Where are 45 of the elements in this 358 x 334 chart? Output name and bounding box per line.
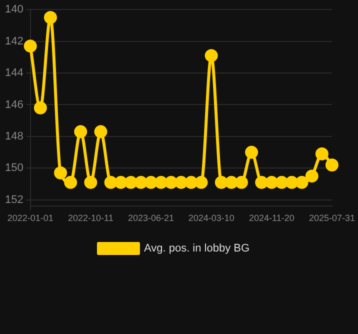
point xyxy=(144,176,158,189)
point xyxy=(164,176,178,189)
y-tick-label: 142 xyxy=(4,35,24,48)
point xyxy=(275,176,288,189)
point xyxy=(124,176,138,189)
y-tick-label: 148 xyxy=(4,130,24,142)
point xyxy=(295,176,308,189)
y-tick-label: 150 xyxy=(4,162,24,174)
point xyxy=(134,176,148,189)
point xyxy=(315,147,328,160)
point xyxy=(74,125,88,138)
point xyxy=(214,176,228,189)
point xyxy=(44,11,57,24)
x-tick-label: 2025-07-31 xyxy=(308,213,356,224)
legend-label: Avg. pos. in lobby BG xyxy=(144,242,250,255)
point xyxy=(265,176,278,189)
point xyxy=(114,176,128,189)
point xyxy=(204,49,218,62)
point xyxy=(104,176,118,189)
x-tick-label: 2022-01-01 xyxy=(7,213,54,224)
point xyxy=(285,176,298,189)
point xyxy=(325,158,338,172)
x-tick-label: 2024-11-20 xyxy=(248,213,294,224)
point xyxy=(174,176,188,189)
point xyxy=(24,40,37,53)
point xyxy=(64,176,78,189)
y-tick-label: 152 xyxy=(4,194,24,206)
point xyxy=(84,176,98,189)
y-tick-label: 140 xyxy=(4,4,24,16)
point xyxy=(234,176,248,189)
point xyxy=(154,176,168,189)
point xyxy=(94,125,108,138)
point xyxy=(245,146,258,159)
point xyxy=(34,101,47,114)
point xyxy=(224,176,238,189)
y-tick-label: 144 xyxy=(4,67,24,80)
x-tick-label: 2023-06-21 xyxy=(128,213,174,224)
x-tick-label: 2022-10-11 xyxy=(68,213,114,224)
y-tick-label: 146 xyxy=(4,98,24,111)
x-tick-label: 2024-03-10 xyxy=(188,213,234,224)
point xyxy=(305,170,318,183)
point xyxy=(194,176,208,189)
point xyxy=(54,166,68,180)
point xyxy=(184,176,198,189)
point xyxy=(255,176,268,189)
